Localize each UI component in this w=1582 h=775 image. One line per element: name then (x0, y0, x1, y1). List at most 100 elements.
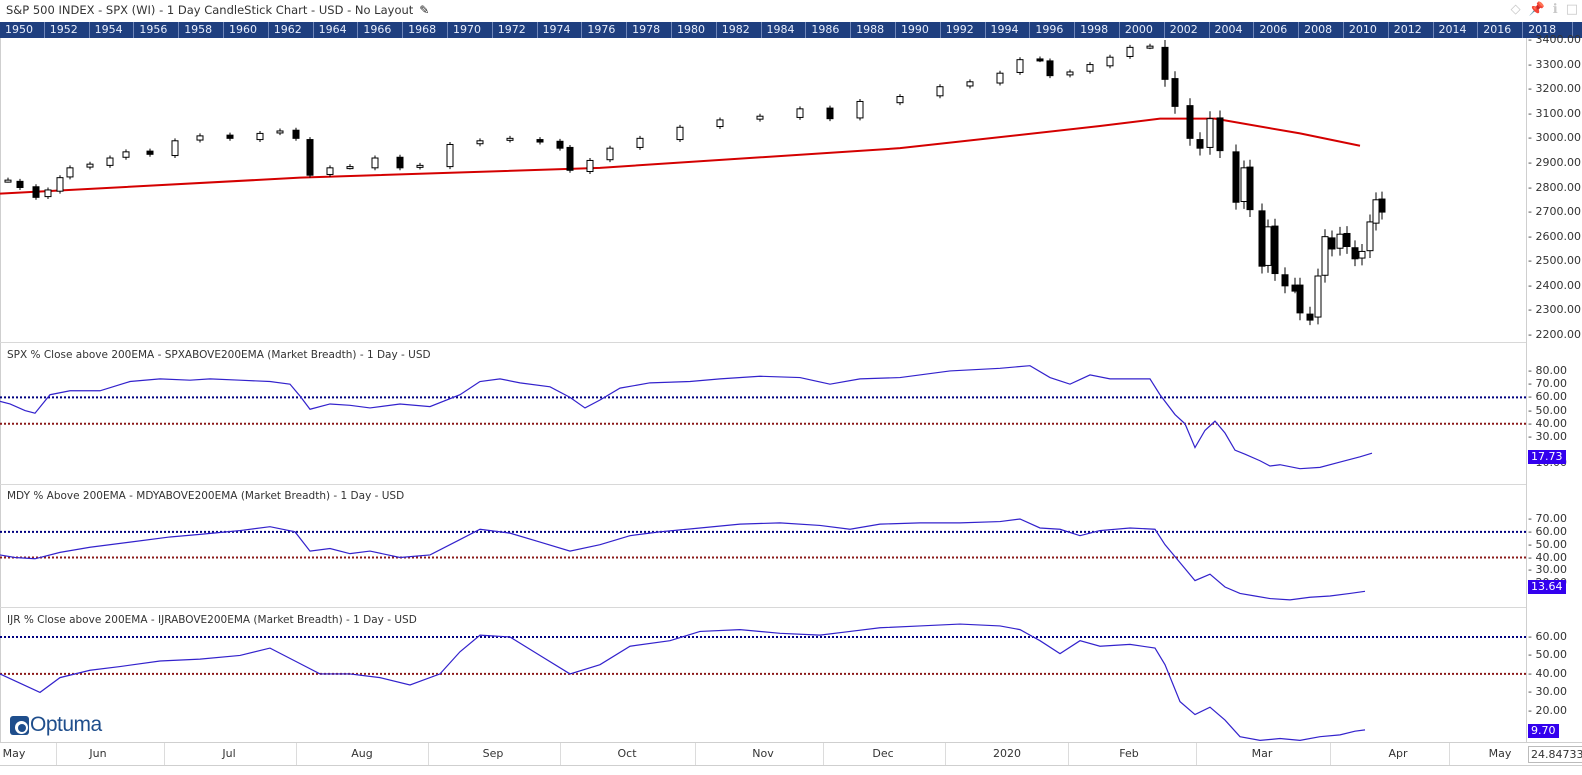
candle-up (716, 119, 724, 128)
candle-up (1066, 71, 1074, 76)
year-label[interactable]: 2014 (1434, 22, 1479, 38)
year-navigator[interactable]: 1950 1952 1954 1956 1958 1960 1962 1964 1966 1968… (0, 22, 1582, 38)
candle-down (1271, 225, 1279, 275)
year-label[interactable]: 2000 (1120, 22, 1165, 38)
year-label[interactable]: 2010 (1344, 22, 1389, 38)
date-label: May (1488, 747, 1512, 760)
mdy-last-value-badge: 13.64 (1528, 580, 1566, 594)
date-axis[interactable]: May Jun Jul Aug Sep Oct Nov Dec 2020 Feb Mar Apr May (0, 742, 1582, 766)
price-tick: 2700.00 (1528, 205, 1581, 218)
candle-up (346, 166, 354, 170)
date-separator (295, 743, 297, 765)
price-tick: 2600.00 (1528, 230, 1581, 243)
logo-text: Optuma (30, 713, 102, 736)
candle-up (122, 151, 130, 158)
chart-title-bar: S&P 500 INDEX - SPX (WI) - 1 Day CandleS… (0, 0, 1582, 22)
candle-down (226, 134, 234, 139)
pencil-icon[interactable]: ✎ (419, 3, 430, 17)
year-label[interactable]: 1984 (762, 22, 807, 38)
candle-down (16, 180, 24, 189)
year-label[interactable]: 1992 (941, 22, 986, 38)
pin-icon[interactable]: 📌 (1528, 2, 1545, 17)
ema-200-line (0, 117, 1361, 195)
year-label[interactable]: 1962 (269, 22, 314, 38)
chart-title: S&P 500 INDEX - SPX (WI) - 1 Day CandleS… (6, 3, 429, 17)
year-label[interactable]: 2008 (1299, 22, 1344, 38)
diamond-icon[interactable]: ◇ (1510, 2, 1521, 17)
date-separator (56, 743, 57, 765)
ijr-tick: 40.00 (1528, 667, 1567, 680)
year-label[interactable]: 1968 (403, 22, 448, 38)
panel-divider[interactable] (0, 484, 1582, 485)
chart-plot-area[interactable] (0, 0, 1526, 742)
chart-left-border (0, 38, 1, 742)
year-label[interactable]: 2016 (1478, 22, 1524, 38)
candle-up (1086, 64, 1094, 72)
candle-down (32, 186, 40, 198)
year-label[interactable]: 1954 (90, 22, 135, 38)
spx-tick: 80.00 (1528, 364, 1567, 377)
candle-up (756, 115, 764, 120)
panel-divider[interactable] (0, 607, 1582, 608)
candle-up (506, 137, 514, 141)
candle-up (56, 177, 64, 192)
info-icon[interactable]: ℹ (1552, 2, 1558, 17)
year-label[interactable]: 1996 (1030, 22, 1076, 38)
candle-up (371, 157, 379, 169)
spx-tick: 60.00 (1528, 390, 1567, 403)
year-label[interactable]: 1998 (1075, 22, 1120, 38)
candle-up (1314, 275, 1322, 318)
mdy-tick: 30.00 (1528, 563, 1567, 576)
candle-down (146, 150, 154, 155)
year-label[interactable]: 1974 (538, 22, 583, 38)
year-label[interactable]: 1978 (627, 22, 672, 38)
year-label[interactable]: 1956 (134, 22, 180, 38)
candle-up (4, 179, 12, 183)
year-label[interactable]: 1986 (806, 22, 852, 38)
candle-up (86, 163, 94, 168)
year-label[interactable]: 1950 (0, 22, 45, 38)
spx-breadth-panel-label: SPX % Close above 200EMA - SPXABOVE200EM… (7, 349, 431, 361)
year-label[interactable]: 1960 (224, 22, 269, 38)
year-label[interactable]: 1966 (358, 22, 404, 38)
candle-up (1126, 46, 1134, 57)
candle-up (586, 159, 594, 173)
date-separator (945, 743, 946, 765)
year-label[interactable]: 1958 (179, 22, 224, 38)
price-tick: 2500.00 (1528, 254, 1581, 267)
candle-up (476, 140, 484, 145)
year-label[interactable]: 1988 (851, 22, 896, 38)
year-label[interactable]: 2002 (1165, 22, 1210, 38)
date-label: Aug (351, 747, 373, 760)
date-label: 2020 (993, 747, 1021, 760)
date-label: Dec (872, 747, 894, 760)
candle-down (292, 129, 300, 139)
year-label[interactable]: 1982 (717, 22, 762, 38)
year-label[interactable]: 1994 (986, 22, 1031, 38)
date-label: Sep (482, 747, 504, 760)
year-label[interactable]: 2004 (1210, 22, 1255, 38)
candle-up (416, 164, 424, 168)
year-label[interactable]: 1964 (314, 22, 359, 38)
panel-divider[interactable] (0, 342, 1582, 343)
maximize-icon[interactable]: □ (1565, 2, 1578, 17)
candle-down (1246, 166, 1254, 211)
candle-up (1264, 226, 1272, 266)
date-separator (1195, 743, 1197, 765)
year-label[interactable]: 1980 (672, 22, 717, 38)
year-label[interactable]: 1952 (45, 22, 90, 38)
year-label[interactable]: 2006 (1254, 22, 1300, 38)
candle-down (1281, 274, 1289, 287)
candle-up (66, 167, 74, 178)
year-label[interactable]: 1990 (896, 22, 941, 38)
year-label[interactable]: 1972 (493, 22, 538, 38)
year-label[interactable]: 2012 (1389, 22, 1434, 38)
candle-up (44, 189, 52, 198)
candle-up (966, 81, 974, 87)
date-separator (1330, 743, 1331, 765)
year-label[interactable]: 1970 (448, 22, 493, 38)
date-separator (163, 743, 165, 765)
candle-up (1240, 167, 1248, 203)
year-label[interactable]: 1976 (582, 22, 628, 38)
mdy-tick: 70.00 (1528, 512, 1567, 525)
